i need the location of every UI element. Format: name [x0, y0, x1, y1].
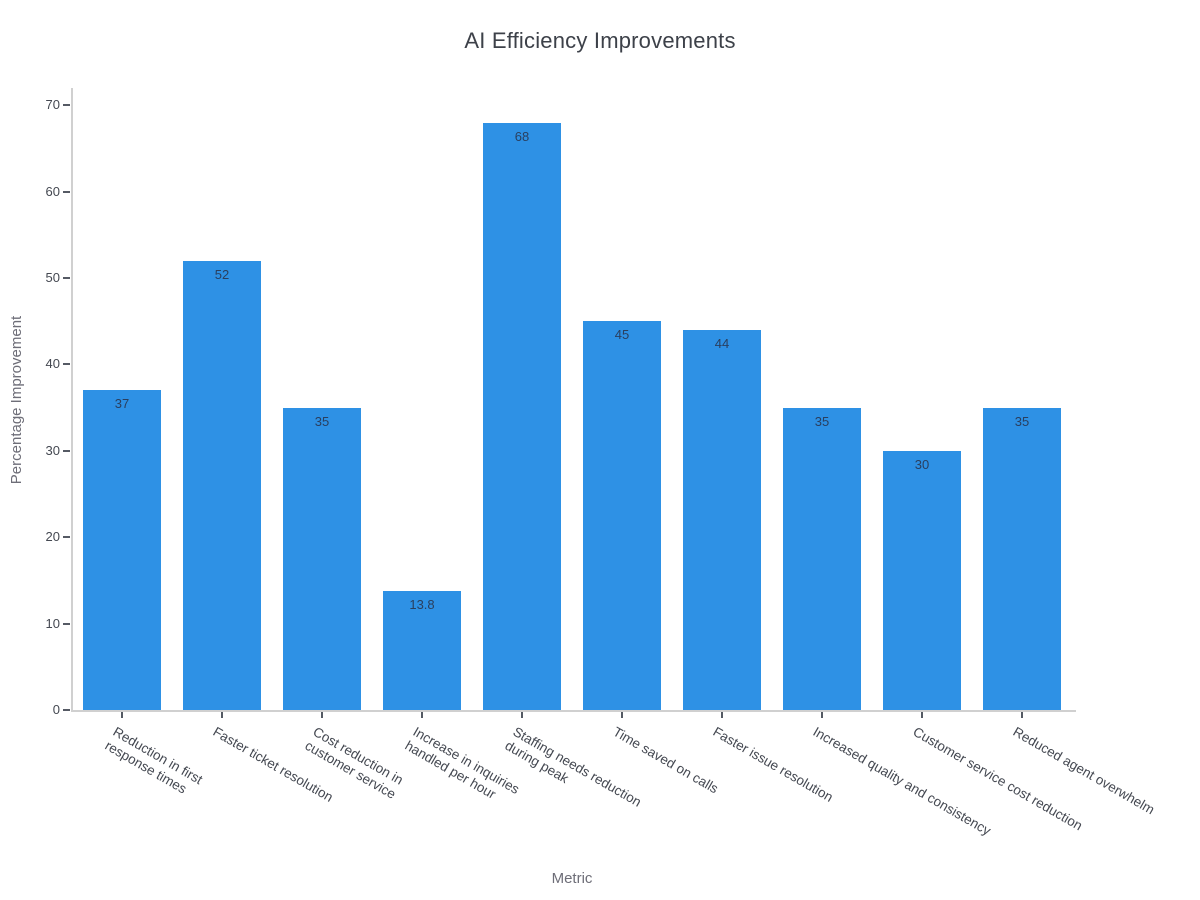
y-tick-label: 60: [45, 183, 60, 199]
bar-value-label: 37: [114, 396, 130, 412]
bar-value-label: 44: [714, 335, 730, 351]
x-tick-mark: [121, 712, 123, 718]
bar[interactable]: [883, 450, 961, 710]
bar[interactable]: [383, 590, 461, 710]
x-tick-mark: [621, 712, 623, 718]
y-axis-title: Percentage Improvement: [8, 315, 25, 485]
x-axis-line: [71, 710, 1076, 712]
x-tick-mark: [921, 712, 923, 718]
y-tick-mark: [63, 709, 70, 711]
bar-value-label: 35: [314, 413, 330, 429]
y-tick-mark: [63, 449, 70, 452]
bar[interactable]: [783, 407, 861, 710]
bar[interactable]: [183, 260, 261, 710]
y-tick-mark: [63, 104, 70, 107]
bar[interactable]: [683, 329, 761, 710]
y-tick-label: 70: [45, 97, 60, 113]
x-tick-mark: [1021, 712, 1023, 718]
x-axis-title: Metric: [551, 870, 593, 887]
x-tick-mark: [821, 712, 823, 718]
y-tick-mark: [63, 190, 70, 193]
x-tick-label: Increased quality and consistency: [810, 724, 994, 839]
x-tick-label: Increase in inquiries handled per hour: [402, 724, 522, 802]
y-axis-line: [71, 88, 73, 711]
bar-value-label: 30: [914, 456, 930, 472]
bar[interactable]: [583, 321, 661, 710]
bar-value-label: 52: [214, 266, 230, 282]
x-tick-mark: [521, 712, 523, 718]
chart-title: AI Efficiency Improvements: [464, 28, 736, 53]
y-tick-label: 50: [45, 270, 60, 286]
x-tick-mark: [221, 712, 223, 718]
x-tick-mark: [421, 712, 423, 718]
y-tick-label: 20: [45, 529, 60, 545]
y-tick-label: 10: [45, 615, 60, 631]
y-tick-mark: [63, 536, 70, 539]
bar-value-label: 45: [614, 327, 630, 343]
y-tick-label: 0: [52, 702, 60, 717]
y-tick-mark: [63, 363, 70, 366]
bar-value-label: 68: [514, 128, 530, 144]
y-tick-mark: [63, 277, 70, 280]
x-tick-label: Reduction in first response times: [102, 724, 206, 797]
bar[interactable]: [83, 390, 161, 710]
bar-value-label: 35: [1014, 413, 1030, 429]
bar-value-label: 35: [814, 413, 830, 429]
bar[interactable]: [483, 122, 561, 710]
bar[interactable]: [283, 407, 361, 710]
bar-value-label: 13.8: [409, 596, 435, 612]
x-tick-label: Customer service cost reduction: [910, 724, 1085, 834]
y-tick-label: 30: [45, 442, 60, 458]
bar[interactable]: [983, 407, 1061, 710]
x-tick-mark: [321, 712, 323, 718]
y-tick-mark: [63, 622, 70, 625]
y-tick-label: 40: [45, 356, 60, 372]
x-tick-mark: [721, 712, 723, 718]
